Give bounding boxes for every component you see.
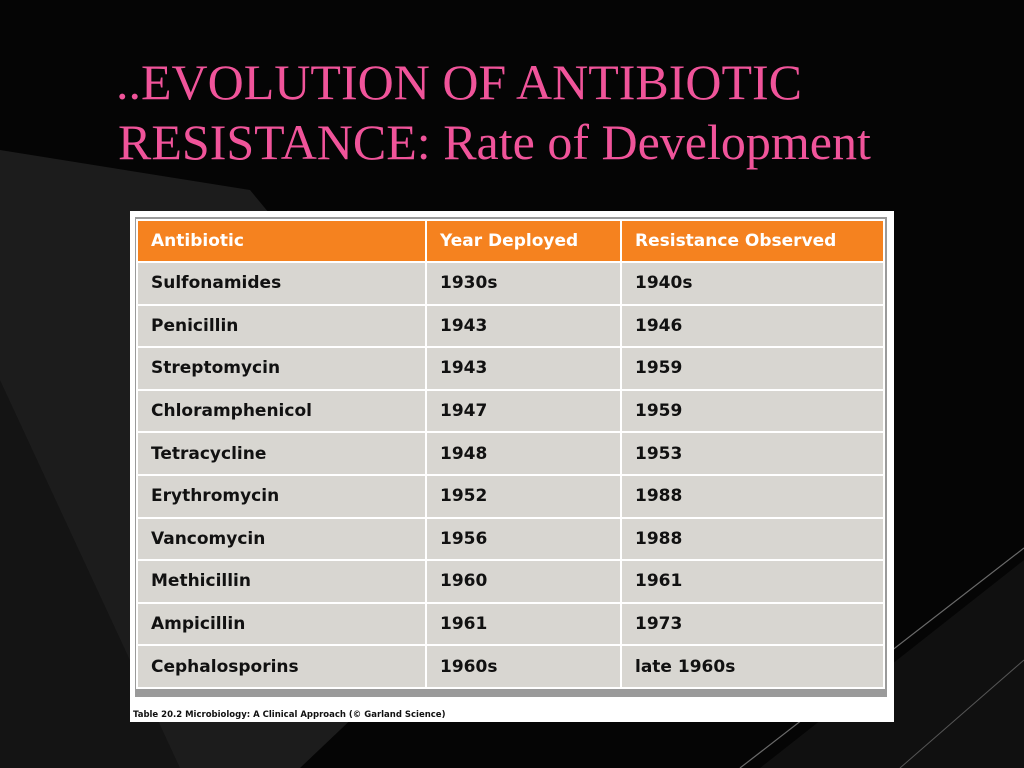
year-deployed-cell: 1952 [427,475,620,517]
slide-title: ..EVOLUTION OF ANTIBIOTIC RESISTANCE: Ra… [116,52,996,172]
resistance-observed-cell: 1946 [622,305,883,347]
table-row: Penicillin 1943 1946 [138,305,883,347]
antibiotic-cell: Sulfonamides [138,263,425,304]
year-deployed-cell: 1960s [427,646,620,687]
resistance-observed-cell: 1988 [622,475,883,517]
year-deployed-cell: 1956 [427,518,620,560]
table-row: Ampicillin 1961 1973 [138,603,883,645]
year-deployed-cell: 1930s [427,263,620,304]
year-deployed-cell: 1943 [427,305,620,347]
table-row: Streptomycin 1943 1959 [138,348,883,389]
table-row: Chloramphenicol 1947 1959 [138,390,883,432]
resistance-observed-cell: 1940s [622,263,883,304]
year-deployed-cell: 1947 [427,390,620,432]
antibiotic-cell: Chloramphenicol [138,390,425,432]
resistance-observed-cell: 1961 [622,561,883,602]
antibiotic-cell: Erythromycin [138,475,425,517]
year-deployed-cell: 1948 [427,433,620,474]
year-deployed-cell: 1943 [427,348,620,389]
resistance-observed-cell: 1953 [622,433,883,474]
year-deployed-cell: 1960 [427,561,620,602]
table-header-row: Antibiotic Year Deployed Resistance Obse… [138,221,883,261]
column-header-antibiotic: Antibiotic [138,221,425,261]
table-row: Vancomycin 1956 1988 [138,518,883,560]
table-row: Tetracycline 1948 1953 [138,433,883,474]
resistance-observed-cell: 1959 [622,348,883,389]
antibiotic-cell: Penicillin [138,305,425,347]
column-header-year-deployed: Year Deployed [427,221,620,261]
table-row: Methicillin 1960 1961 [138,561,883,602]
antibiotic-cell: Cephalosporins [138,646,425,687]
antibiotic-cell: Vancomycin [138,518,425,560]
title-line-2: RESISTANCE: Rate of Development [118,114,871,170]
antibiotic-cell: Streptomycin [138,348,425,389]
table-row: Cephalosporins 1960s late 1960s [138,646,883,687]
antibiotic-cell: Tetracycline [138,433,425,474]
column-header-resistance-observed: Resistance Observed [622,221,883,261]
antibiotic-table: Antibiotic Year Deployed Resistance Obse… [136,219,885,689]
resistance-observed-cell: 1973 [622,603,883,645]
resistance-observed-cell: late 1960s [622,646,883,687]
antibiotic-cell: Methicillin [138,561,425,602]
resistance-observed-cell: 1959 [622,390,883,432]
resistance-observed-cell: 1988 [622,518,883,560]
title-line-1: ..EVOLUTION OF ANTIBIOTIC [116,54,803,110]
table-row: Sulfonamides 1930s 1940s [138,263,883,304]
table-row: Erythromycin 1952 1988 [138,475,883,517]
table-image: Antibiotic Year Deployed Resistance Obse… [130,211,894,722]
year-deployed-cell: 1961 [427,603,620,645]
antibiotic-cell: Ampicillin [138,603,425,645]
table-caption: Table 20.2 Microbiology: A Clinical Appr… [133,710,446,720]
